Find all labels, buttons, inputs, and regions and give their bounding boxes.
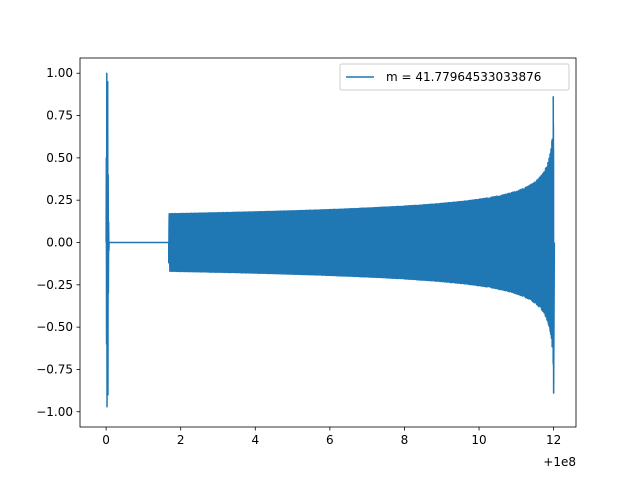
y-tick-label: −1.00 [36,405,73,419]
y-tick-label: 0.00 [46,236,73,250]
x-tick-label: 12 [546,433,561,447]
series-layer [105,72,556,408]
y-tick-label: −0.50 [36,320,73,334]
y-tick-label: 0.50 [46,151,73,165]
y-tick-label: 1.00 [46,66,73,80]
legend-label: m = 41.77964533033876 [386,70,541,84]
x-tick-label: 2 [177,433,185,447]
x-tick-label: 6 [326,433,334,447]
y-tick-label: −0.75 [36,362,73,376]
x-tick-label: 4 [251,433,259,447]
legend-box [339,63,570,91]
y-tick-label: 0.25 [46,193,73,207]
x-tick-label: 8 [401,433,409,447]
y-tick-label: −0.25 [36,278,73,292]
legend: m = 41.77964533033876 [339,63,570,91]
y-tick-label: 0.75 [46,109,73,123]
x-tick-label: 10 [471,433,486,447]
y-axis: −1.00 −0.75 −0.50 −0.25 0.00 0.25 0.50 0.75 1.00 [36,66,80,419]
series-line [105,72,556,408]
x-offset-label: +1e8 [543,455,576,469]
x-axis: 0 2 4 6 8 10 12 [102,427,561,447]
x-tick-label: 0 [102,433,110,447]
